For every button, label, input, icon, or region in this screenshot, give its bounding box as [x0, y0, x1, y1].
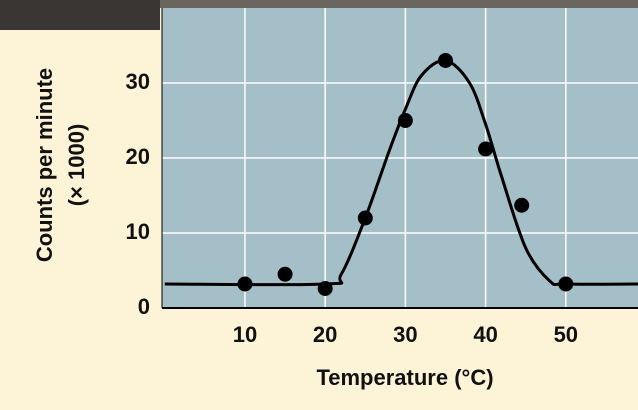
- y-tick-label: 30: [126, 69, 150, 94]
- y-tick-label: 10: [126, 219, 150, 244]
- photo-fragment: [0, 0, 160, 30]
- data-point: [397, 113, 413, 128]
- data-point: [514, 197, 530, 213]
- x-axis-label: Temperature (°C): [316, 365, 493, 390]
- y-axis-label: Counts per minute: [32, 68, 57, 262]
- data-point: [478, 141, 494, 157]
- y-tick-label: 0: [138, 294, 150, 319]
- data-point: [558, 276, 574, 292]
- x-tick-label: 40: [473, 322, 497, 347]
- photo-fragment: [160, 0, 638, 8]
- x-tick-label: 10: [233, 322, 257, 347]
- y-axis-label: (× 1000): [64, 124, 89, 207]
- x-tick-label: 50: [554, 322, 578, 347]
- x-tick-label: 30: [393, 322, 417, 347]
- y-tick-label: 20: [126, 144, 150, 169]
- data-point: [437, 53, 453, 68]
- data-point: [317, 281, 333, 296]
- data-point: [237, 276, 253, 292]
- data-point: [357, 210, 373, 226]
- x-tick-label: 20: [313, 322, 337, 347]
- data-point: [277, 266, 293, 282]
